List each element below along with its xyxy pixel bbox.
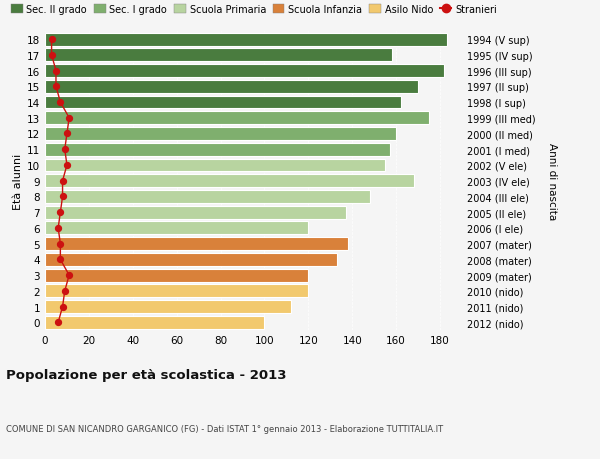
Point: [56, 99, 65, 106]
Text: Popolazione per età scolastica - 2013: Popolazione per età scolastica - 2013: [6, 369, 287, 382]
Point: [58, 303, 67, 311]
Bar: [45, 175, 414, 188]
Point: [53, 319, 63, 326]
Point: [64, 272, 74, 279]
Point: [51, 68, 61, 75]
Point: [62, 130, 72, 138]
Bar: [45, 253, 337, 266]
Y-axis label: Età alunni: Età alunni: [13, 153, 23, 209]
Point: [58, 193, 67, 201]
Bar: [45, 112, 429, 125]
Bar: [45, 144, 389, 157]
Point: [56, 241, 65, 248]
Text: COMUNE DI SAN NICANDRO GARGANICO (FG) - Dati ISTAT 1° gennaio 2013 - Elaborazion: COMUNE DI SAN NICANDRO GARGANICO (FG) - …: [6, 425, 443, 433]
Point: [56, 209, 65, 216]
Point: [51, 84, 61, 91]
Bar: [45, 65, 445, 78]
Point: [56, 256, 65, 263]
Y-axis label: Anni di nascita: Anni di nascita: [547, 143, 557, 220]
Point: [62, 162, 72, 169]
Point: [58, 178, 67, 185]
Legend: Sec. II grado, Sec. I grado, Scuola Primaria, Scuola Infanzia, Asilo Nido, Stran: Sec. II grado, Sec. I grado, Scuola Prim…: [11, 5, 497, 15]
Bar: [45, 49, 392, 62]
Point: [64, 115, 74, 122]
Point: [60, 146, 70, 154]
Bar: [45, 159, 385, 172]
Bar: [45, 128, 396, 140]
Bar: [45, 301, 291, 313]
Bar: [45, 285, 308, 297]
Bar: [45, 206, 346, 219]
Bar: [45, 222, 308, 235]
Point: [53, 225, 63, 232]
Bar: [45, 238, 348, 251]
Point: [60, 287, 70, 295]
Bar: [45, 316, 265, 329]
Point: [47, 52, 56, 59]
Point: [47, 36, 56, 44]
Bar: [45, 34, 446, 46]
Bar: [45, 190, 370, 203]
Bar: [45, 81, 418, 94]
Bar: [45, 269, 308, 282]
Bar: [45, 96, 401, 109]
